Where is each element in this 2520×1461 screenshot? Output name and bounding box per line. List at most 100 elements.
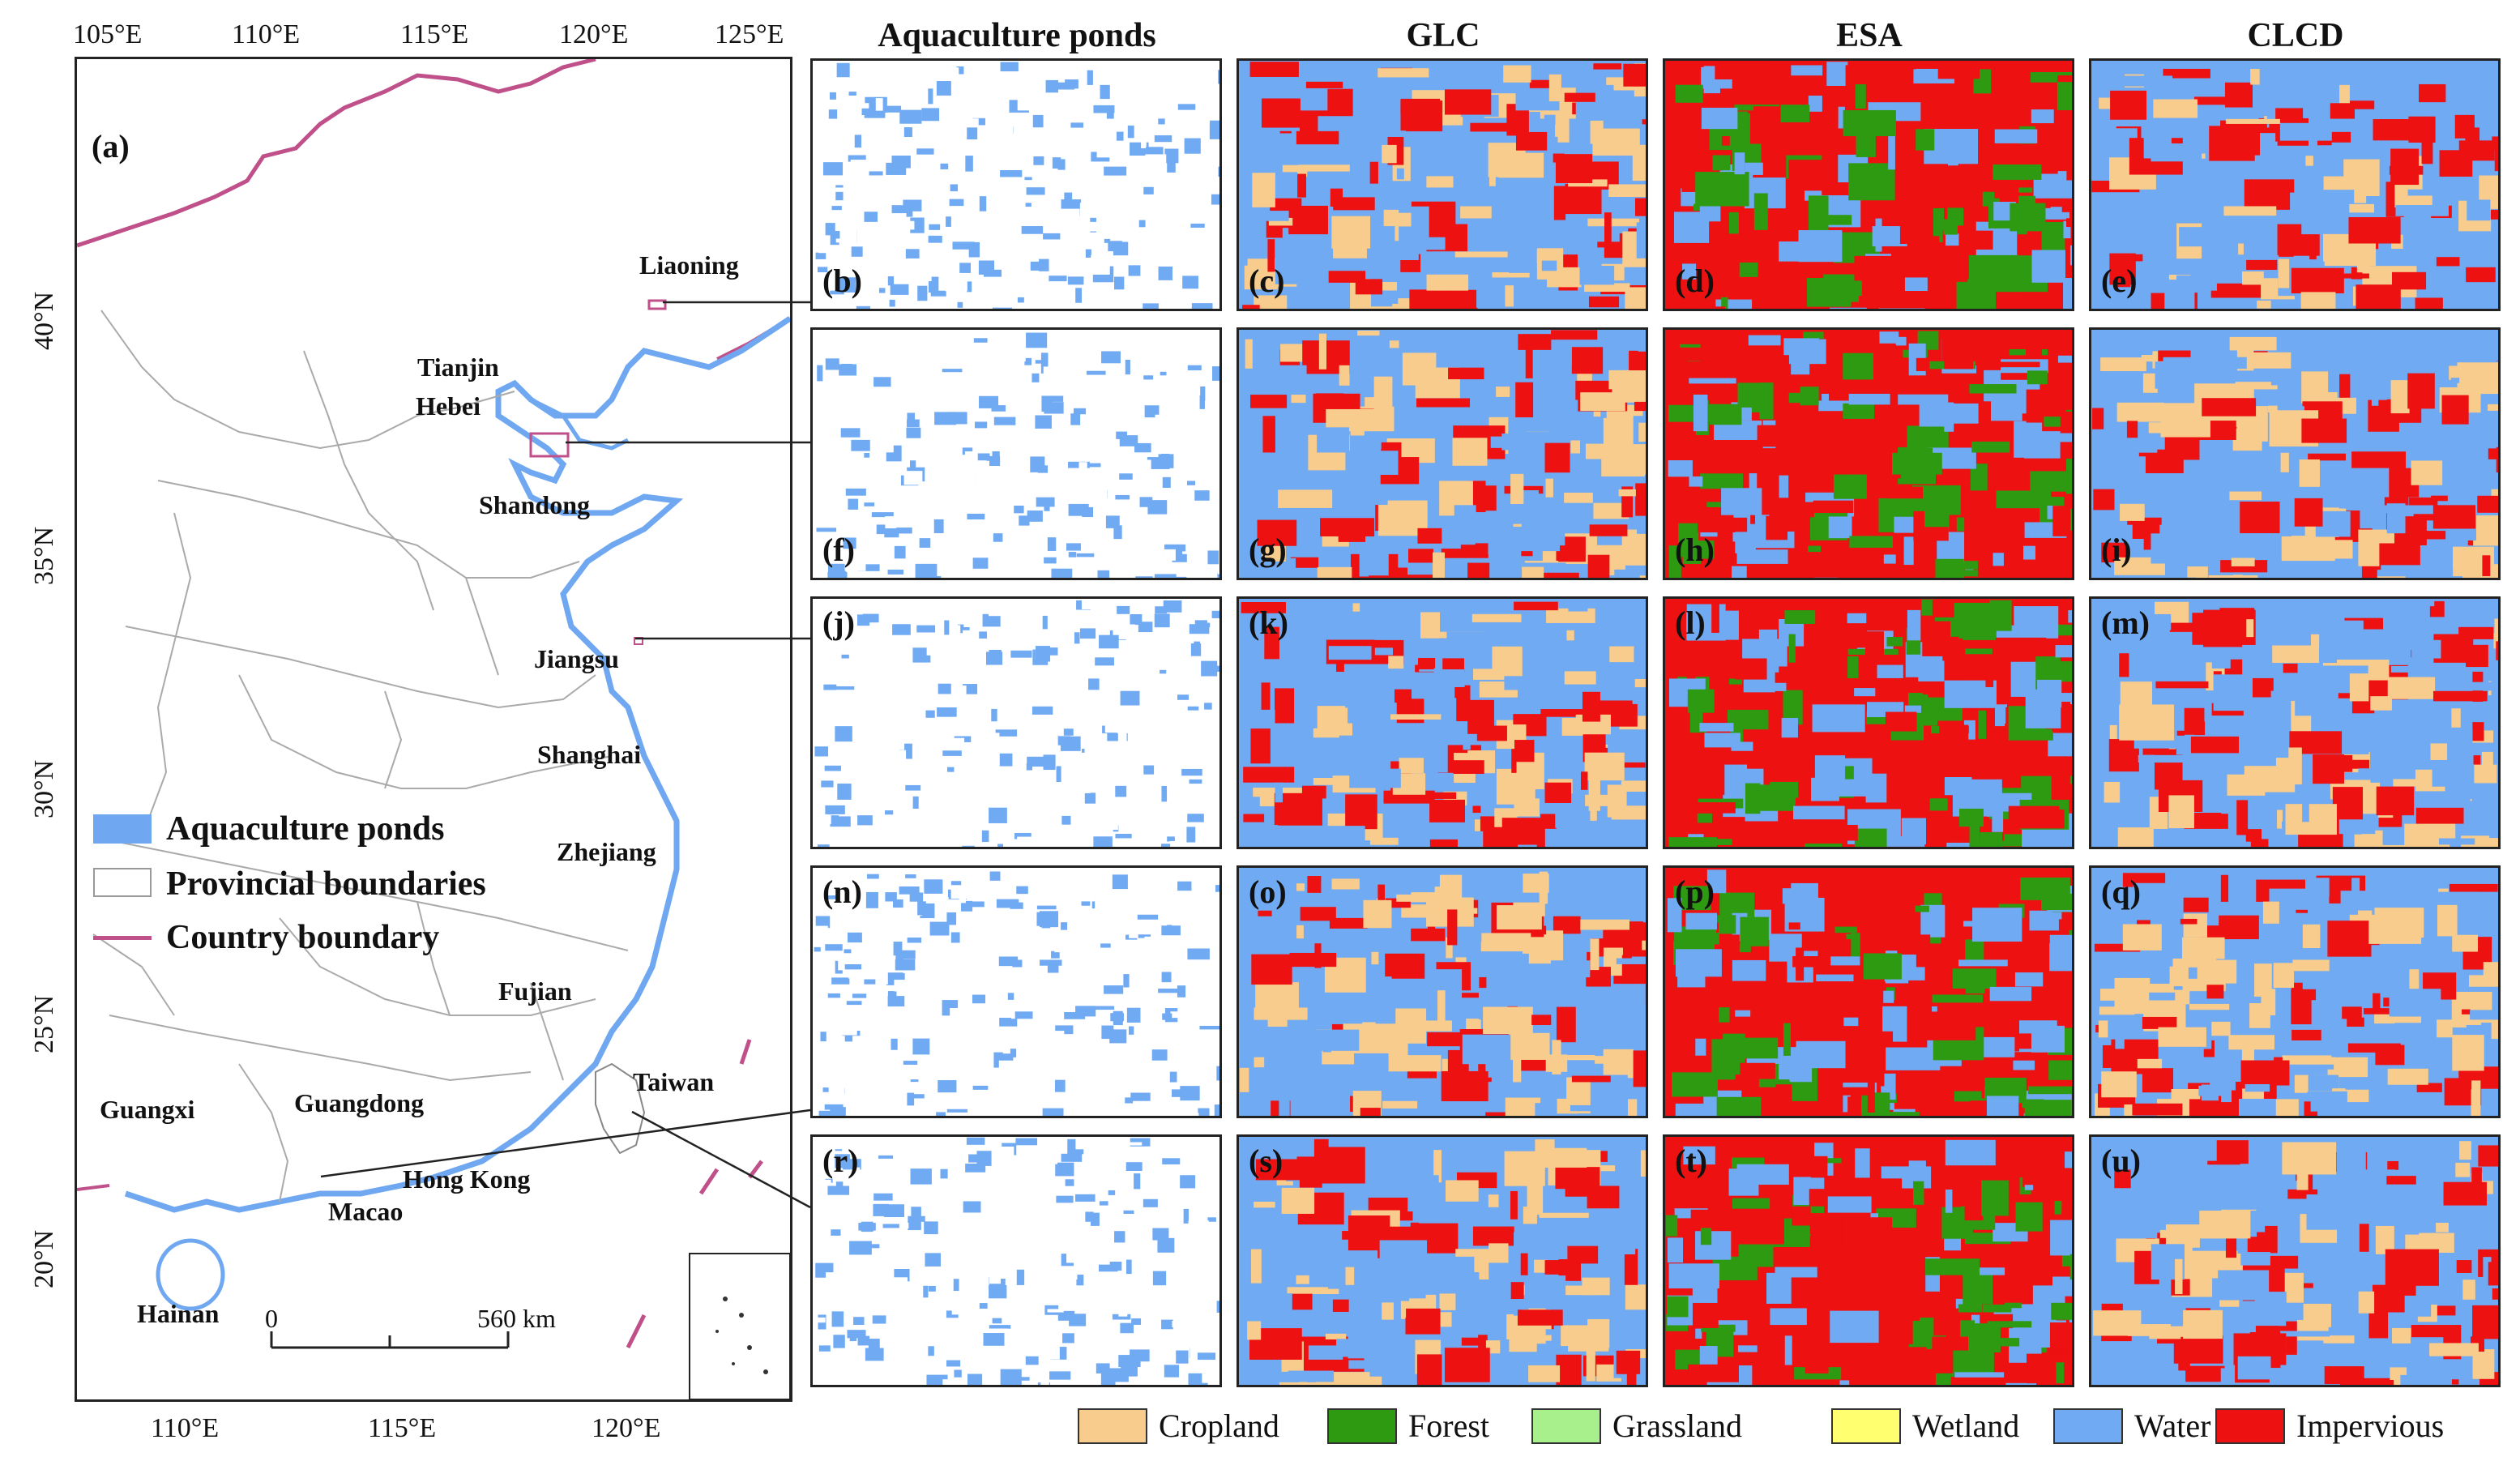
- column-title-aquaculture: Aquaculture ponds: [878, 17, 1156, 54]
- panel-letter: (u): [2101, 1143, 2141, 1179]
- land-cover-texture: [1239, 330, 1646, 578]
- land-cover-texture: [1239, 868, 1646, 1116]
- map-panel-aquaculture: (j): [810, 596, 1222, 849]
- map-panel-aquaculture: (f): [810, 327, 1222, 580]
- panel-letter: (d): [1675, 263, 1715, 299]
- map-panel-aquaculture: (r): [810, 1134, 1222, 1387]
- legend-ponds-label: Aquaculture ponds: [166, 810, 445, 848]
- panel-letter: (f): [822, 532, 855, 568]
- province-hainan: Hainan: [137, 1299, 220, 1328]
- land-cover-texture: [1665, 1137, 2072, 1385]
- scale-end-label: 560 km: [477, 1304, 556, 1333]
- panel-letter: (s): [1249, 1143, 1283, 1179]
- south-china-sea-inset: [689, 1253, 790, 1399]
- province-macao: Macao: [328, 1197, 404, 1226]
- province-fujian: Fujian: [498, 976, 572, 1006]
- legend-water-label: Water: [2134, 1408, 2211, 1444]
- land-cover-texture: [2091, 61, 2498, 309]
- lat-tick: 30°N: [29, 759, 59, 818]
- panel-letter: (j): [822, 604, 855, 641]
- map-panel-esa: (p): [1663, 865, 2074, 1118]
- scale-bar: [270, 1331, 510, 1349]
- map-panel-glc: (o): [1237, 865, 1648, 1118]
- map-panel-esa: (l): [1663, 596, 2074, 849]
- land-cover-texture: [2091, 1137, 2498, 1385]
- panel-letter: (n): [822, 874, 862, 910]
- legend-cropland-label: Cropland: [1159, 1408, 1279, 1444]
- panel-letter: (i): [2101, 532, 2132, 568]
- country-boundary-line-3: [77, 1184, 110, 1191]
- panel-letter: (e): [2101, 263, 2138, 299]
- map-panel-clcd: (m): [2089, 596, 2501, 849]
- map-panel-esa: (d): [1663, 58, 2074, 311]
- inset-box-shandong: [529, 432, 570, 458]
- province-guangdong: Guangdong: [294, 1088, 425, 1117]
- panel-letter: (q): [2101, 874, 2141, 910]
- inset-box-liaoning: [647, 299, 667, 310]
- map-panel-clcd: (e): [2089, 58, 2501, 311]
- land-cover-texture: [813, 1137, 1219, 1385]
- panel-letter-a: (a): [92, 128, 130, 164]
- legend-forest-label: Forest: [1408, 1408, 1489, 1444]
- country-boundary-line: [77, 59, 596, 248]
- map-panel-clcd: (u): [2089, 1134, 2501, 1387]
- lat-tick: 40°N: [29, 291, 59, 350]
- lon-tick-bottom: 115°E: [368, 1413, 437, 1443]
- lon-tick-bottom: 110°E: [151, 1413, 220, 1443]
- legend-grassland-swatch: [1531, 1408, 1601, 1444]
- lon-tick-top: 125°E: [715, 19, 784, 49]
- main-map-svg: [77, 59, 790, 1399]
- province-taiwan: Taiwan: [633, 1067, 715, 1096]
- land-cover-texture: [1665, 868, 2072, 1116]
- land-cover-texture: [1665, 330, 2072, 578]
- lon-tick-top: 105°E: [73, 19, 143, 49]
- scale-start-label: 0: [265, 1304, 278, 1333]
- map-panel-glc: (g): [1237, 327, 1648, 580]
- map-panel-esa: (t): [1663, 1134, 2074, 1387]
- land-cover-texture: [813, 599, 1219, 847]
- land-cover-texture: [813, 330, 1219, 578]
- main-map-panel: Aquaculture ponds Provincial boundaries …: [75, 57, 792, 1402]
- lat-tick: 25°N: [29, 994, 59, 1053]
- land-cover-texture: [1239, 599, 1646, 847]
- map-panel-glc: (k): [1237, 596, 1648, 849]
- map-panel-clcd: (i): [2089, 327, 2501, 580]
- legend-impervious-swatch: [2215, 1408, 2285, 1444]
- legend-grassland-label: Grassland: [1612, 1408, 1742, 1444]
- province-jiangsu: Jiangsu: [534, 644, 619, 673]
- legend-forest-swatch: [1327, 1408, 1397, 1444]
- panel-letter: (k): [1249, 604, 1288, 641]
- province-hebei: Hebei: [416, 391, 481, 421]
- legend-wetland-swatch: [1831, 1408, 1901, 1444]
- map-panel-aquaculture: (b): [810, 58, 1222, 311]
- map-panel-glc: (s): [1237, 1134, 1648, 1387]
- panel-letter: (b): [822, 263, 862, 299]
- legend-ponds-swatch: [93, 814, 152, 844]
- legend-country-swatch: [93, 936, 152, 940]
- lat-tick: 20°N: [29, 1229, 59, 1288]
- province-liaoning: Liaoning: [639, 250, 739, 280]
- map-panel-esa: (h): [1663, 327, 2074, 580]
- panel-letter: (r): [822, 1143, 859, 1179]
- legend-provincial-swatch: [93, 868, 152, 897]
- lon-tick-top: 115°E: [400, 19, 469, 49]
- coastline-detail: [529, 397, 630, 451]
- panel-letter: (g): [1249, 532, 1287, 568]
- column-title-esa: ESA: [1836, 17, 1903, 54]
- panel-letter: (m): [2101, 604, 2150, 641]
- land-cover-texture: [1239, 61, 1646, 309]
- panel-letter: (h): [1675, 532, 1715, 568]
- land-cover-texture: [1665, 61, 2072, 309]
- hainan-island: [156, 1238, 225, 1311]
- lon-tick-top: 120°E: [559, 19, 629, 49]
- land-cover-texture: [1239, 1137, 1646, 1385]
- legend-impervious-label: Impervious: [2296, 1408, 2445, 1444]
- legend-wetland-label: Wetland: [1912, 1408, 2020, 1444]
- panel-letter: (l): [1675, 604, 1706, 641]
- province-zhejiang: Zhejiang: [557, 837, 656, 866]
- lat-tick: 35°N: [29, 526, 59, 585]
- province-shanghai: Shanghai: [537, 740, 642, 769]
- province-guangxi: Guangxi: [100, 1095, 195, 1124]
- province-tianjin: Tianjin: [417, 352, 499, 382]
- province-hong-kong: Hong Kong: [403, 1164, 531, 1194]
